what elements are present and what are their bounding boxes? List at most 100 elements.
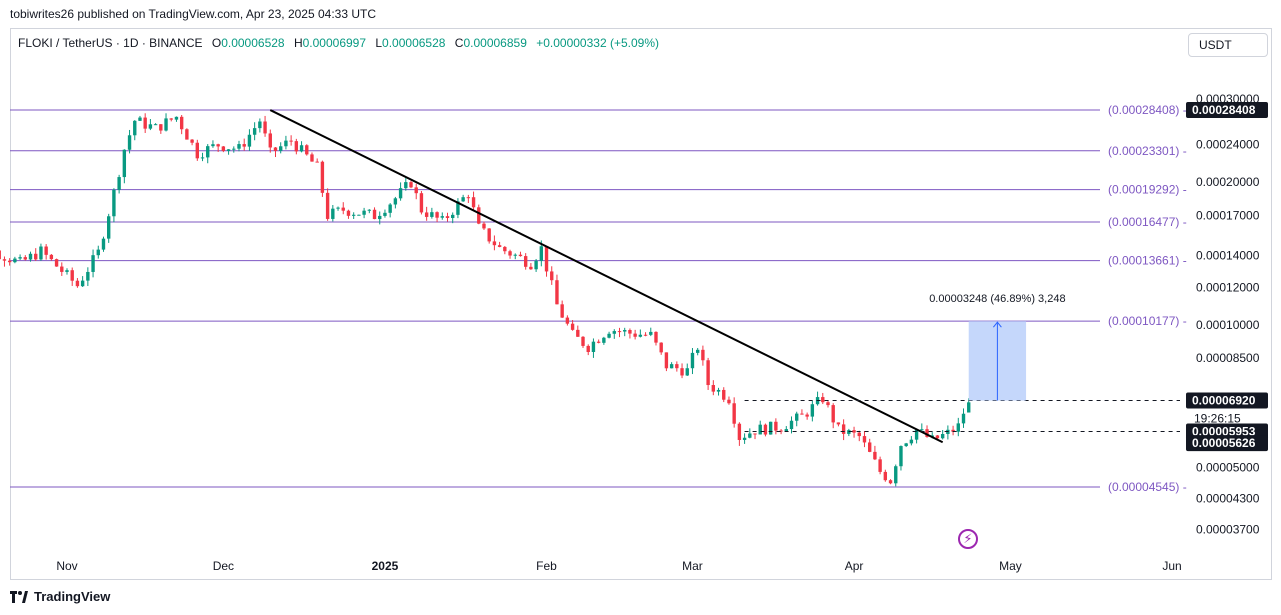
flash-icon[interactable]: ⚡ [958,529,978,549]
candle-body [247,134,252,147]
candle-body [914,429,919,440]
candle-body [643,334,648,336]
candle-body [169,118,173,120]
candle-body [273,147,278,151]
candle-body [122,149,127,178]
candle-body [289,140,293,142]
candle-body [831,405,835,423]
candle-body [523,256,528,267]
candle-body [654,331,658,343]
candle-body [920,429,924,431]
candle-body [80,280,85,287]
candle-body [331,208,335,219]
candle-body [232,148,236,150]
candle-body [623,330,627,332]
y-tick-label-11: 0.00003700 [1196,522,1260,536]
candle-body [888,480,893,484]
price-tag-bg-1 [1186,392,1268,409]
candle-body [430,212,434,217]
candle-body [555,280,559,305]
candle-body [680,368,684,376]
candle-body [649,331,653,335]
currency-unit-button[interactable]: USDT [1188,33,1268,57]
bar-countdown: 19:26:15 [1194,411,1241,425]
candle-body [101,238,106,250]
candle-body [362,210,366,215]
candle-body [529,266,533,270]
candle-body [956,423,960,432]
x-tick-label-1: Dec [213,559,234,573]
candle-body [419,193,424,213]
candle-body [305,145,309,155]
candle-body [565,317,570,324]
candle-body [518,254,523,257]
candle-body [951,429,955,432]
candle-body [581,336,585,346]
candle-body [826,402,830,406]
candle-body [967,402,971,413]
candle-body [279,146,283,151]
candle-body [268,133,272,148]
candle-body [497,245,502,247]
candle-body [378,215,382,220]
x-tick-label-4: Mar [682,559,703,573]
candle-body [836,422,841,425]
candle-body [503,246,507,252]
close-value: 0.00006859 [463,36,527,50]
candle-body [570,323,575,330]
symbol-name[interactable]: FLOKI / TetherUS · 1D · BINANCE [18,36,203,50]
candle-body [800,413,804,415]
candle-body [732,403,736,424]
candle-body [325,192,330,219]
candle-body [768,421,773,435]
downtrend-line[interactable] [269,109,944,444]
candle-body [351,214,356,216]
candle-body [315,161,319,163]
candle-body [758,424,762,435]
tradingview-logo-icon [10,590,28,603]
candle-body [779,430,783,432]
candle-body [638,334,643,337]
y-tick-label-3: 0.00017000 [1196,209,1260,223]
price-tag-label-3: 0.00005626 [1192,436,1256,450]
candle-body [133,120,137,136]
candle-body [39,246,43,260]
candle-body [862,436,867,443]
y-tick-label-4: 0.00014000 [1196,249,1260,263]
candle-body [841,424,846,434]
candle-body [445,216,450,219]
publisher-credit: tobiwrites26 published on TradingView.co… [10,7,376,21]
candle-body [737,423,742,440]
y-tick-label-6: 0.00010000 [1196,318,1260,332]
candle-body [784,429,788,432]
candle-body [675,364,679,369]
candle-body [847,430,851,434]
candle-body [935,435,940,439]
candle-body [435,212,439,218]
candle-body [216,144,220,147]
candle-body [200,157,205,159]
candle-body [294,141,299,152]
candle-body [258,121,262,129]
tradingview-footer: TradingView [10,589,110,604]
price-range-label: 0.00003248 (46.89%) 3,248 [929,293,1065,305]
open-label: O [211,36,222,50]
price-tag-bg-0 [1186,102,1268,118]
y-tick-label-2: 0.00020000 [1196,175,1260,189]
price-tag-bg-3 [1186,435,1268,452]
y-tick-label-1: 0.00024000 [1196,138,1260,152]
candle-body [153,124,158,126]
candle-body [576,329,580,337]
candle-body [909,439,914,444]
candle-body [722,389,726,400]
candle-body [904,443,908,447]
candle-body [70,270,74,281]
candle-body [206,146,210,158]
candle-body [471,197,476,208]
x-tick-label-3: Feb [536,559,557,573]
y-tick-label-7: 0.00008500 [1196,351,1260,365]
candle-body [127,135,132,150]
candle-body [2,259,7,261]
candle-body [789,420,794,430]
